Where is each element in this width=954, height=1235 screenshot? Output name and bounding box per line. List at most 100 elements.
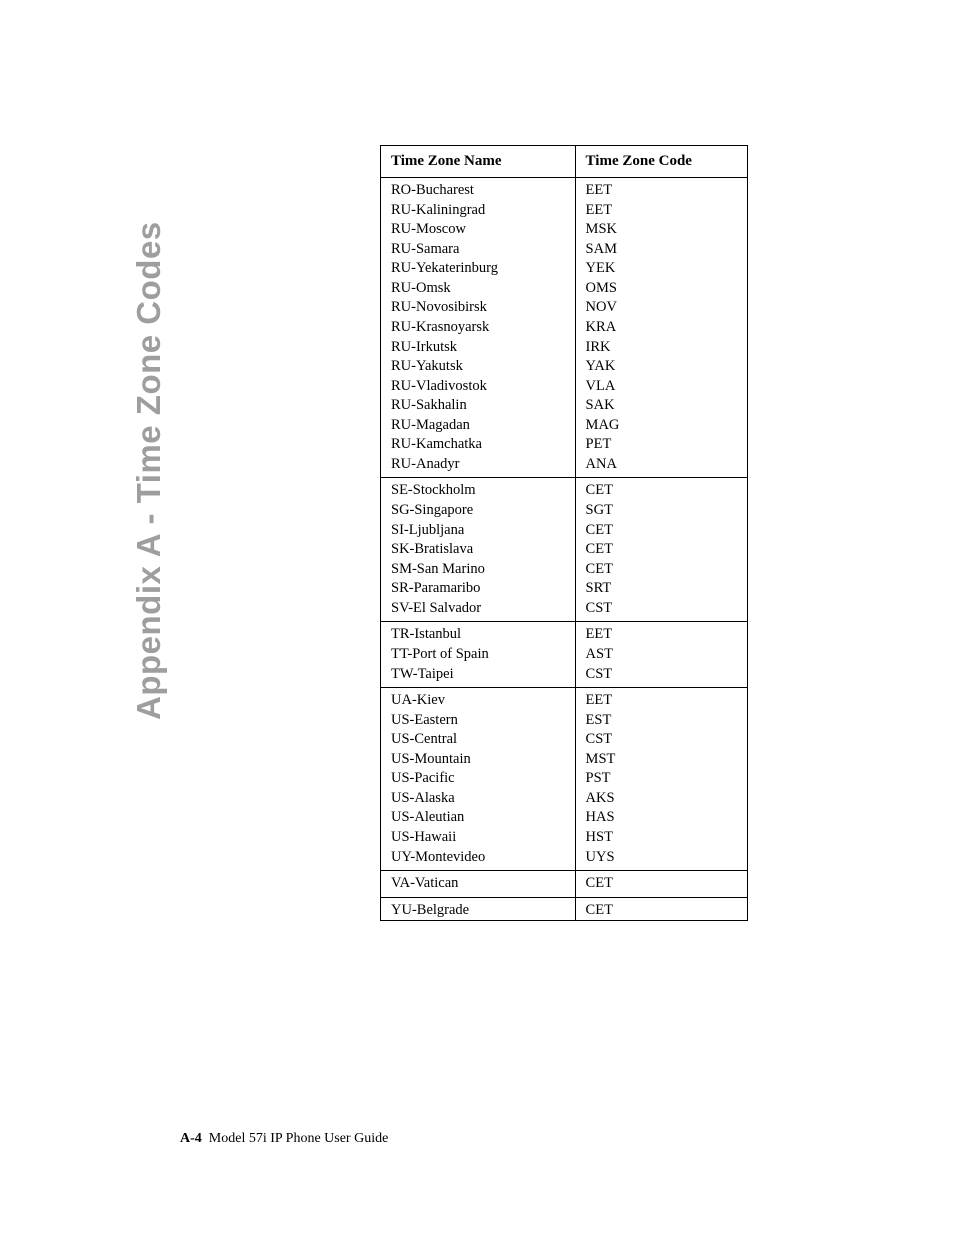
tz-name-cell: RU-Sakhalin [381, 396, 576, 416]
sidebar-appendix-title: Appendix A - Time Zone Codes [130, 221, 168, 720]
tz-name-cell: TT-Port of Spain [381, 645, 576, 665]
tz-code-cell: YEK [575, 259, 747, 279]
tz-name-cell: US-Central [381, 730, 576, 750]
table-row: RU-VladivostokVLA [381, 377, 748, 397]
tz-name-cell: RU-Kamchatka [381, 435, 576, 455]
tz-code-cell: SGT [575, 501, 747, 521]
tz-name-cell: RU-Novosibirsk [381, 298, 576, 318]
table-row: SG-SingaporeSGT [381, 501, 748, 521]
tz-code-cell: AST [575, 645, 747, 665]
tz-code-cell: MSK [575, 220, 747, 240]
table-row: RU-OmskOMS [381, 279, 748, 299]
table-row: SK-BratislavaCET [381, 540, 748, 560]
tz-code-cell: SAK [575, 396, 747, 416]
page-number: A-4 [180, 1131, 202, 1146]
table-row: SE-StockholmCET [381, 478, 748, 501]
tz-code-cell: ANA [575, 455, 747, 478]
tz-code-cell: YAK [575, 357, 747, 377]
tz-name-cell: SM-San Marino [381, 560, 576, 580]
tz-code-cell: CST [575, 599, 747, 622]
table-row: TR-IstanbulEET [381, 622, 748, 645]
table-body: RO-BucharestEETRU-KaliningradEETRU-Mosco… [381, 178, 748, 921]
table-row: RU-YakutskYAK [381, 357, 748, 377]
tz-name-cell: RO-Bucharest [381, 178, 576, 201]
tz-code-cell: KRA [575, 318, 747, 338]
tz-name-cell: RU-Samara [381, 240, 576, 260]
tz-name-cell: US-Pacific [381, 769, 576, 789]
table-row: US-MountainMST [381, 750, 748, 770]
tz-code-cell: CET [575, 897, 747, 921]
tz-name-cell: RU-Vladivostok [381, 377, 576, 397]
table-row: VA-VaticanCET [381, 871, 748, 898]
table-row: US-AleutianHAS [381, 808, 748, 828]
tz-name-cell: TR-Istanbul [381, 622, 576, 645]
tz-name-cell: UA-Kiev [381, 688, 576, 711]
tz-code-cell: CST [575, 730, 747, 750]
tz-code-cell: MST [575, 750, 747, 770]
table-row: US-CentralCST [381, 730, 748, 750]
tz-name-cell: SK-Bratislava [381, 540, 576, 560]
tz-code-cell: VLA [575, 377, 747, 397]
tz-code-cell: NOV [575, 298, 747, 318]
tz-name-cell: VA-Vatican [381, 871, 576, 898]
table-row: RU-SakhalinSAK [381, 396, 748, 416]
tz-code-cell: SRT [575, 579, 747, 599]
tz-name-cell: US-Eastern [381, 711, 576, 731]
tz-code-cell: CET [575, 540, 747, 560]
table-row: RU-IrkutskIRK [381, 338, 748, 358]
tz-code-cell: MAG [575, 416, 747, 436]
tz-code-cell: PET [575, 435, 747, 455]
table-row: SV-El SalvadorCST [381, 599, 748, 622]
tz-name-cell: SE-Stockholm [381, 478, 576, 501]
tz-name-cell: RU-Irkutsk [381, 338, 576, 358]
tz-name-cell: US-Alaska [381, 789, 576, 809]
table-row: TW-TaipeiCST [381, 665, 748, 688]
table-row: US-HawaiiHST [381, 828, 748, 848]
table-row: RU-YekaterinburgYEK [381, 259, 748, 279]
tz-name-cell: RU-Omsk [381, 279, 576, 299]
header-name: Time Zone Name [381, 146, 576, 178]
tz-name-cell: TW-Taipei [381, 665, 576, 688]
table-row: SR-ParamariboSRT [381, 579, 748, 599]
tz-name-cell: SG-Singapore [381, 501, 576, 521]
table-row: SI-LjubljanaCET [381, 521, 748, 541]
tz-name-cell: RU-Moscow [381, 220, 576, 240]
table-row: RU-MagadanMAG [381, 416, 748, 436]
table-row: TT-Port of SpainAST [381, 645, 748, 665]
page-footer: A-4 Model 57i IP Phone User Guide [180, 1131, 388, 1147]
tz-code-cell: OMS [575, 279, 747, 299]
table-row: US-PacificPST [381, 769, 748, 789]
table-row: RU-NovosibirskNOV [381, 298, 748, 318]
tz-name-cell: US-Aleutian [381, 808, 576, 828]
tz-name-cell: US-Mountain [381, 750, 576, 770]
tz-name-cell: SR-Paramaribo [381, 579, 576, 599]
tz-name-cell: RU-Anadyr [381, 455, 576, 478]
tz-code-cell: EET [575, 622, 747, 645]
tz-code-cell: UYS [575, 848, 747, 871]
tz-code-cell: HAS [575, 808, 747, 828]
table-row: RU-SamaraSAM [381, 240, 748, 260]
table-header-row: Time Zone Name Time Zone Code [381, 146, 748, 178]
tz-code-cell: EET [575, 178, 747, 201]
tz-name-cell: US-Hawaii [381, 828, 576, 848]
table-row: RU-KaliningradEET [381, 201, 748, 221]
table-row: US-EasternEST [381, 711, 748, 731]
tz-name-cell: RU-Yekaterinburg [381, 259, 576, 279]
table-row: RU-AnadyrANA [381, 455, 748, 478]
tz-code-cell: CET [575, 560, 747, 580]
table-row: UY-MontevideoUYS [381, 848, 748, 871]
tz-code-cell: EST [575, 711, 747, 731]
table-row: RU-KamchatkaPET [381, 435, 748, 455]
table-row: US-AlaskaAKS [381, 789, 748, 809]
header-code: Time Zone Code [575, 146, 747, 178]
tz-name-cell: UY-Montevideo [381, 848, 576, 871]
tz-code-cell: EET [575, 201, 747, 221]
table-row: SM-San MarinoCET [381, 560, 748, 580]
timezone-table: Time Zone Name Time Zone Code RO-Buchare… [380, 145, 748, 921]
tz-name-cell: YU-Belgrade [381, 897, 576, 921]
tz-name-cell: RU-Krasnoyarsk [381, 318, 576, 338]
tz-name-cell: SV-El Salvador [381, 599, 576, 622]
tz-code-cell: IRK [575, 338, 747, 358]
table-row: RU-KrasnoyarskKRA [381, 318, 748, 338]
tz-code-cell: EET [575, 688, 747, 711]
